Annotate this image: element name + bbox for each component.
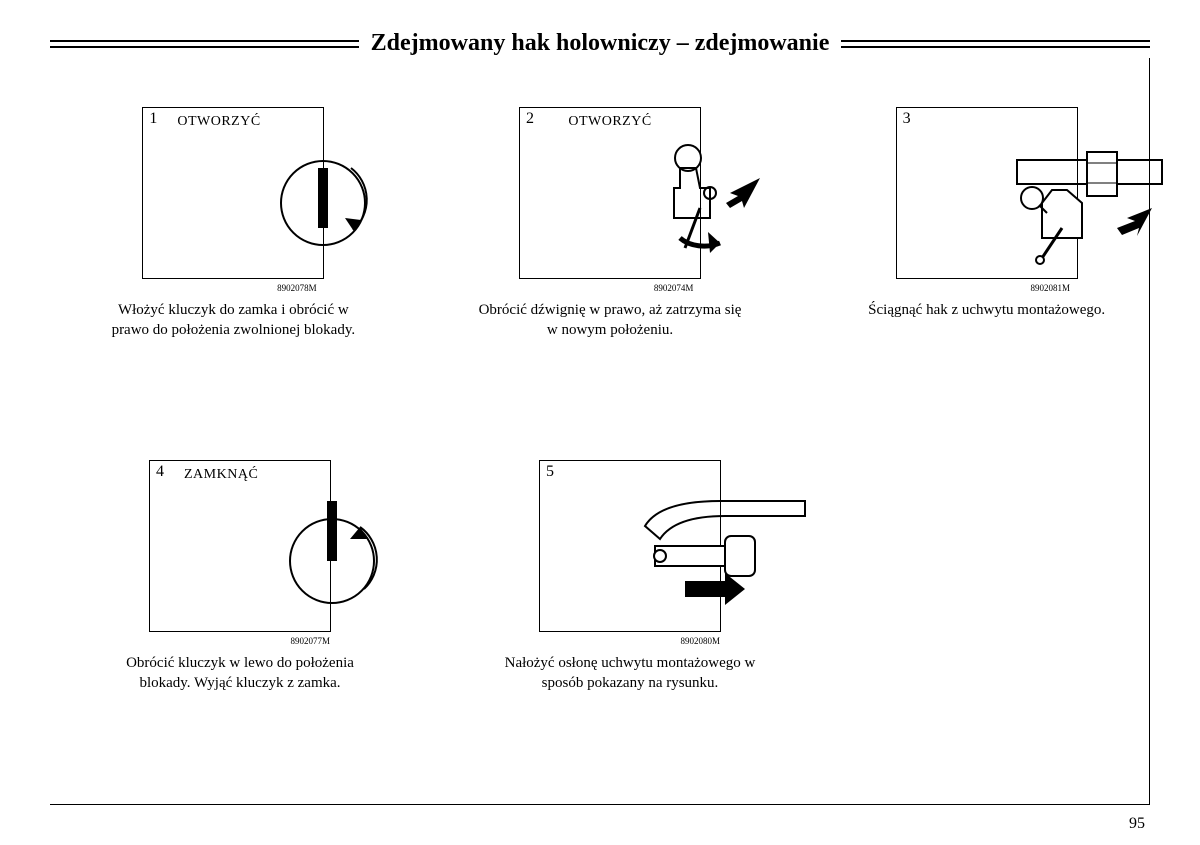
step-4: 4 ZAMKNĄĆ 8902077M Obrócić kluczyk w lew… [100,460,380,693]
title-row: Zdejmowany hak holowniczy – zdejmowanie [50,30,1150,57]
step-caption: Nałożyć osłonę uchwytu montażowego w spo… [490,654,770,693]
figure-code: 8902077M [100,636,380,646]
rule-left [50,40,359,48]
rule-right [841,40,1150,48]
manual-page: Zdejmowany hak holowniczy – zdejmowanie … [0,0,1200,845]
content: 1 OTWORZYĆ 8902078M Włożyć kluczyk do za… [50,65,1150,693]
towhook-remove-icon [987,108,1167,278]
figure-code: 8902078M [100,283,367,293]
page-number: 95 [1129,815,1145,833]
figure-box: 3 [896,107,1078,279]
step-number: 4 [156,463,164,481]
step-number: 3 [903,110,911,128]
figure-code: 8902074M [477,283,744,293]
figure-box: 2 OTWORZYĆ [519,107,701,279]
step-row-2: 4 ZAMKNĄĆ 8902077M Obrócić kluczyk w lew… [80,460,1120,693]
step-caption: Ściągnąć hak z uchwytu montażowego. [853,301,1120,321]
cover-mount-icon [630,461,810,631]
step-caption: Obrócić dźwignię w prawo, aż zatrzyma si… [477,301,744,340]
step-1: 1 OTWORZYĆ 8902078M Włożyć kluczyk do za… [100,107,367,340]
lock-open-icon [233,108,413,278]
figure-box: 5 [539,460,721,632]
page-title: Zdejmowany hak holowniczy – zdejmowanie [359,30,842,57]
step-2: 2 OTWORZYĆ [477,107,744,340]
step-number: 1 [149,110,157,128]
lock-close-icon [240,461,420,631]
figure-box: 4 ZAMKNĄĆ [149,460,331,632]
step-caption: Włożyć kluczyk do zamka i obrócić w praw… [100,301,367,340]
step-5: 5 8902080M Nałożyć osłonę uchwytu mo [490,460,770,693]
step-row-1: 1 OTWORZYĆ 8902078M Włożyć kluczyk do za… [80,107,1120,340]
figure-box: 1 OTWORZYĆ [142,107,324,279]
figure-code: 8902081M [853,283,1120,293]
towhook-lever-icon [610,108,790,278]
figure-code: 8902080M [490,636,770,646]
step-caption: Obrócić kluczyk w lewo do położenia blok… [100,654,380,693]
step-number: 5 [546,463,554,481]
step-3: 3 [853,107,1120,340]
